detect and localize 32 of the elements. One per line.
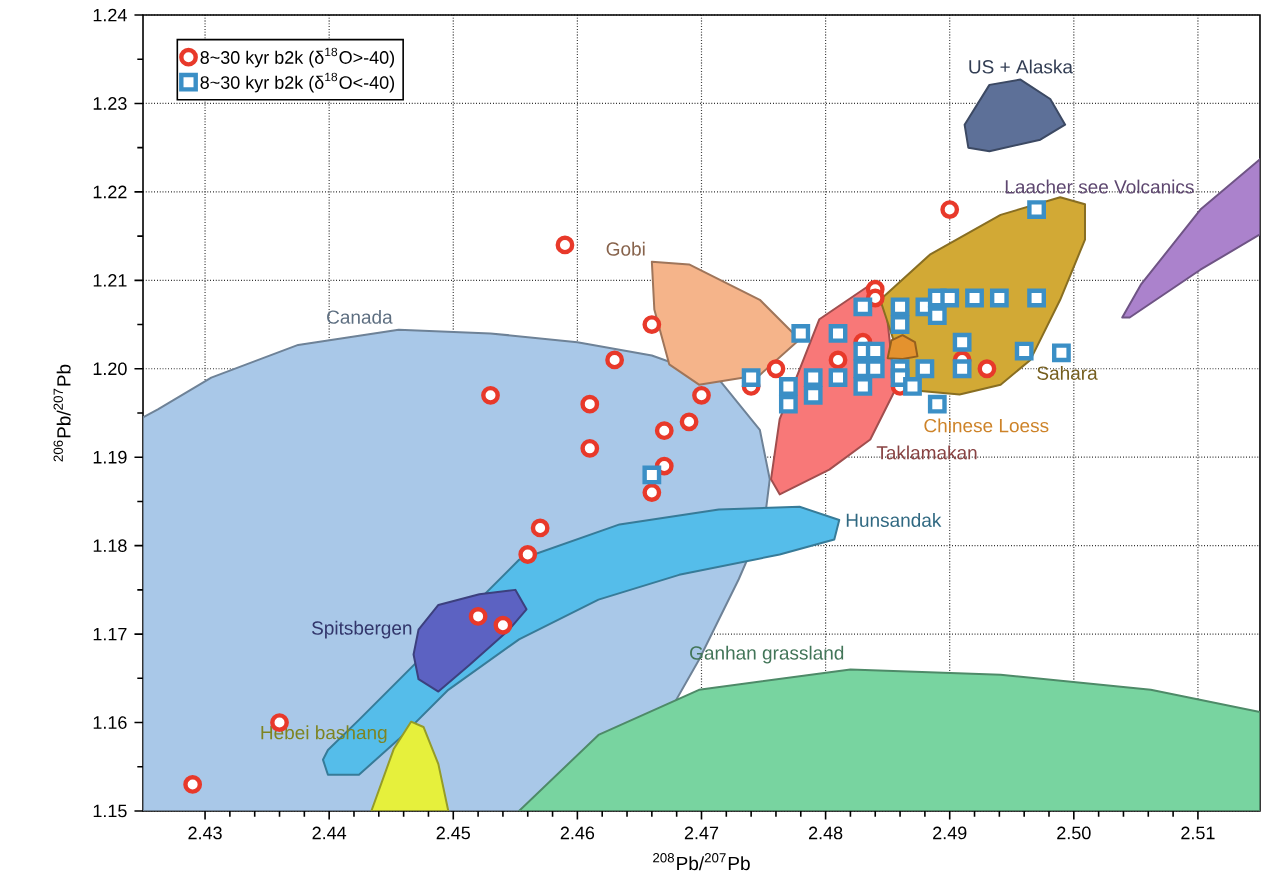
text: Chinese Loess — [924, 418, 1049, 433]
y-tick-label: 1.15 — [93, 804, 127, 818]
y-axis-title: $^{206}$Pb/$^{207}$Pb — [53, 364, 71, 462]
x-tick-label: 2.44 — [312, 826, 347, 840]
y-tick-label: 1.23 — [93, 97, 127, 110]
y-tick-label: 1.16 — [93, 716, 127, 729]
y-tick-label: 1.20 — [93, 362, 127, 376]
series-label: Hunsandak — [846, 513, 942, 527]
legend-label: 8~30 kyr b2k (δ$^{18}$O<-40) — [200, 72, 395, 93]
x-tick-label: 2.46 — [560, 826, 595, 840]
series-label: Taklamakan — [876, 445, 977, 460]
x-tick-label: 2.51 — [1181, 826, 1215, 840]
y-tick-label: 1.19 — [93, 450, 127, 464]
x-tick-label: 2.48 — [808, 826, 843, 840]
series-label: Spitsbergen — [312, 620, 412, 639]
series-label: Laacher see Volcanics — [1005, 179, 1194, 194]
x-tick-label: 2.50 — [1057, 826, 1091, 840]
legend-label: 8~30 kyr b2k (δ$^{18}$O>-40) — [200, 47, 395, 68]
y-tick-label: 1.17 — [93, 627, 127, 641]
series-label: Canada — [327, 309, 393, 324]
x-tick-label: 2.49 — [933, 826, 967, 840]
y-tick-label: 1.24 — [93, 8, 127, 22]
x-tick-label: 2.43 — [188, 826, 222, 840]
x-tick-label: 2.45 — [436, 826, 471, 840]
series-label: US + Alaska — [969, 59, 1073, 74]
x-axis-title: $^{208}$Pb/$^{207}$Pb — [653, 853, 750, 871]
y-tick-label: 1.18 — [93, 539, 127, 553]
y-tick-label: 1.22 — [93, 185, 127, 199]
series-label: Sahara — [1037, 365, 1098, 380]
x-tick-label: 2.47 — [684, 826, 719, 840]
series-label: Gobi — [606, 241, 645, 256]
y-tick-label: 1.21 — [93, 274, 127, 287]
